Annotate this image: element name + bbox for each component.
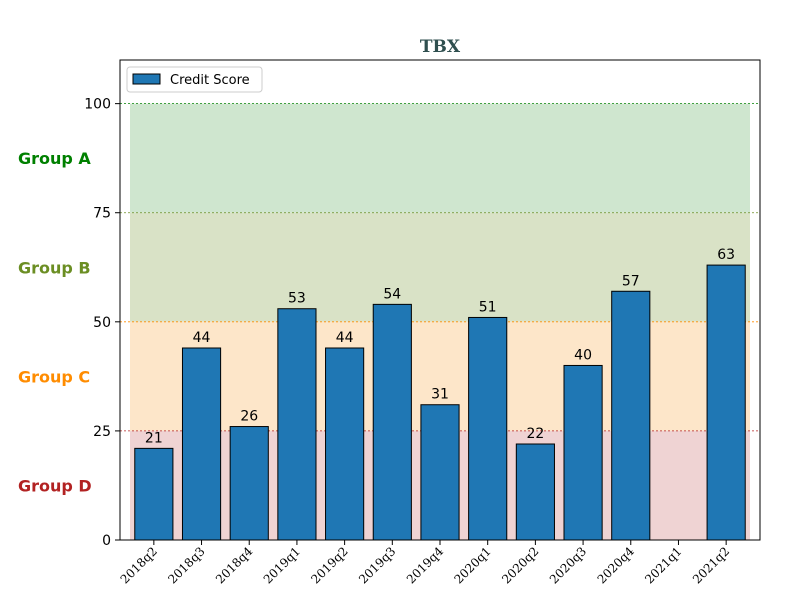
value-label-2019q2: 44 <box>336 330 354 346</box>
value-label-2019q4: 31 <box>431 387 449 403</box>
bar-2018q2 <box>135 448 173 540</box>
group-labels: Group A Group B Group C Group D <box>18 149 92 495</box>
value-label-2020q3: 40 <box>574 347 592 363</box>
bar-2020q3 <box>564 365 602 540</box>
x-tick-label-2018q3: 2018q3 <box>165 544 207 586</box>
value-label-2020q4: 57 <box>622 273 640 289</box>
y-tick-label: 0 <box>102 533 111 549</box>
x-tick-label-2020q4: 2020q4 <box>595 544 638 587</box>
x-tick-label-2018q2: 2018q2 <box>118 544 160 586</box>
value-label-2019q3: 54 <box>383 286 401 302</box>
value-label-2020q1: 51 <box>479 299 497 315</box>
value-label-2018q2: 21 <box>145 430 163 446</box>
x-tick-label-2018q4: 2018q4 <box>213 544 256 587</box>
bar-2018q3 <box>182 348 220 540</box>
y-tick-label: 25 <box>93 424 111 440</box>
group-label-group-d: Group D <box>18 476 92 495</box>
band-group-b <box>130 213 750 322</box>
group-label-group-b: Group B <box>18 258 91 277</box>
x-tick-label-2019q3: 2019q3 <box>356 544 398 586</box>
bar-2020q4 <box>612 291 650 540</box>
x-tick-label-2021q2: 2021q2 <box>690 544 732 586</box>
x-tick-label-2019q1: 2019q1 <box>261 544 303 586</box>
bar-2019q1 <box>278 309 316 540</box>
group-label-group-c: Group C <box>18 367 90 386</box>
value-label-2021q2: 63 <box>717 247 735 263</box>
legend: Credit Score <box>127 67 262 92</box>
bar-2019q3 <box>373 304 411 540</box>
legend-label: Credit Score <box>170 73 250 88</box>
bar-2019q4 <box>421 405 459 540</box>
value-label-2018q3: 44 <box>193 330 211 346</box>
x-axis: 2018q2 2018q3 2018q4 2019q1 2019q2 2019q3 2019… <box>118 540 733 587</box>
chart-title: TBX <box>420 37 461 57</box>
bar-2019q2 <box>326 348 364 540</box>
value-label-2019q1: 53 <box>288 291 306 307</box>
bar-2020q2 <box>516 444 554 540</box>
x-tick-label-2020q2: 2020q2 <box>499 544 541 586</box>
x-tick-label-2020q1: 2020q1 <box>451 544 493 586</box>
bar-2020q1 <box>469 317 507 540</box>
legend-swatch <box>133 74 160 84</box>
bar-2021q2 <box>707 265 745 540</box>
x-tick-label-2020q3: 2020q3 <box>547 544 589 586</box>
value-label-2020q2: 22 <box>526 426 544 442</box>
x-tick-label-2021q1: 2021q1 <box>642 544 684 586</box>
x-tick-label-2019q2: 2019q2 <box>308 544 350 586</box>
band-group-a <box>130 104 750 213</box>
y-tick-label: 100 <box>84 97 111 113</box>
value-label-2018q4: 26 <box>240 409 258 425</box>
y-tick-label: 75 <box>93 206 111 222</box>
y-tick-label: 50 <box>93 315 111 331</box>
x-tick-label-2019q4: 2019q4 <box>404 544 447 587</box>
group-label-group-a: Group A <box>18 149 91 168</box>
bar-2018q4 <box>230 427 268 540</box>
